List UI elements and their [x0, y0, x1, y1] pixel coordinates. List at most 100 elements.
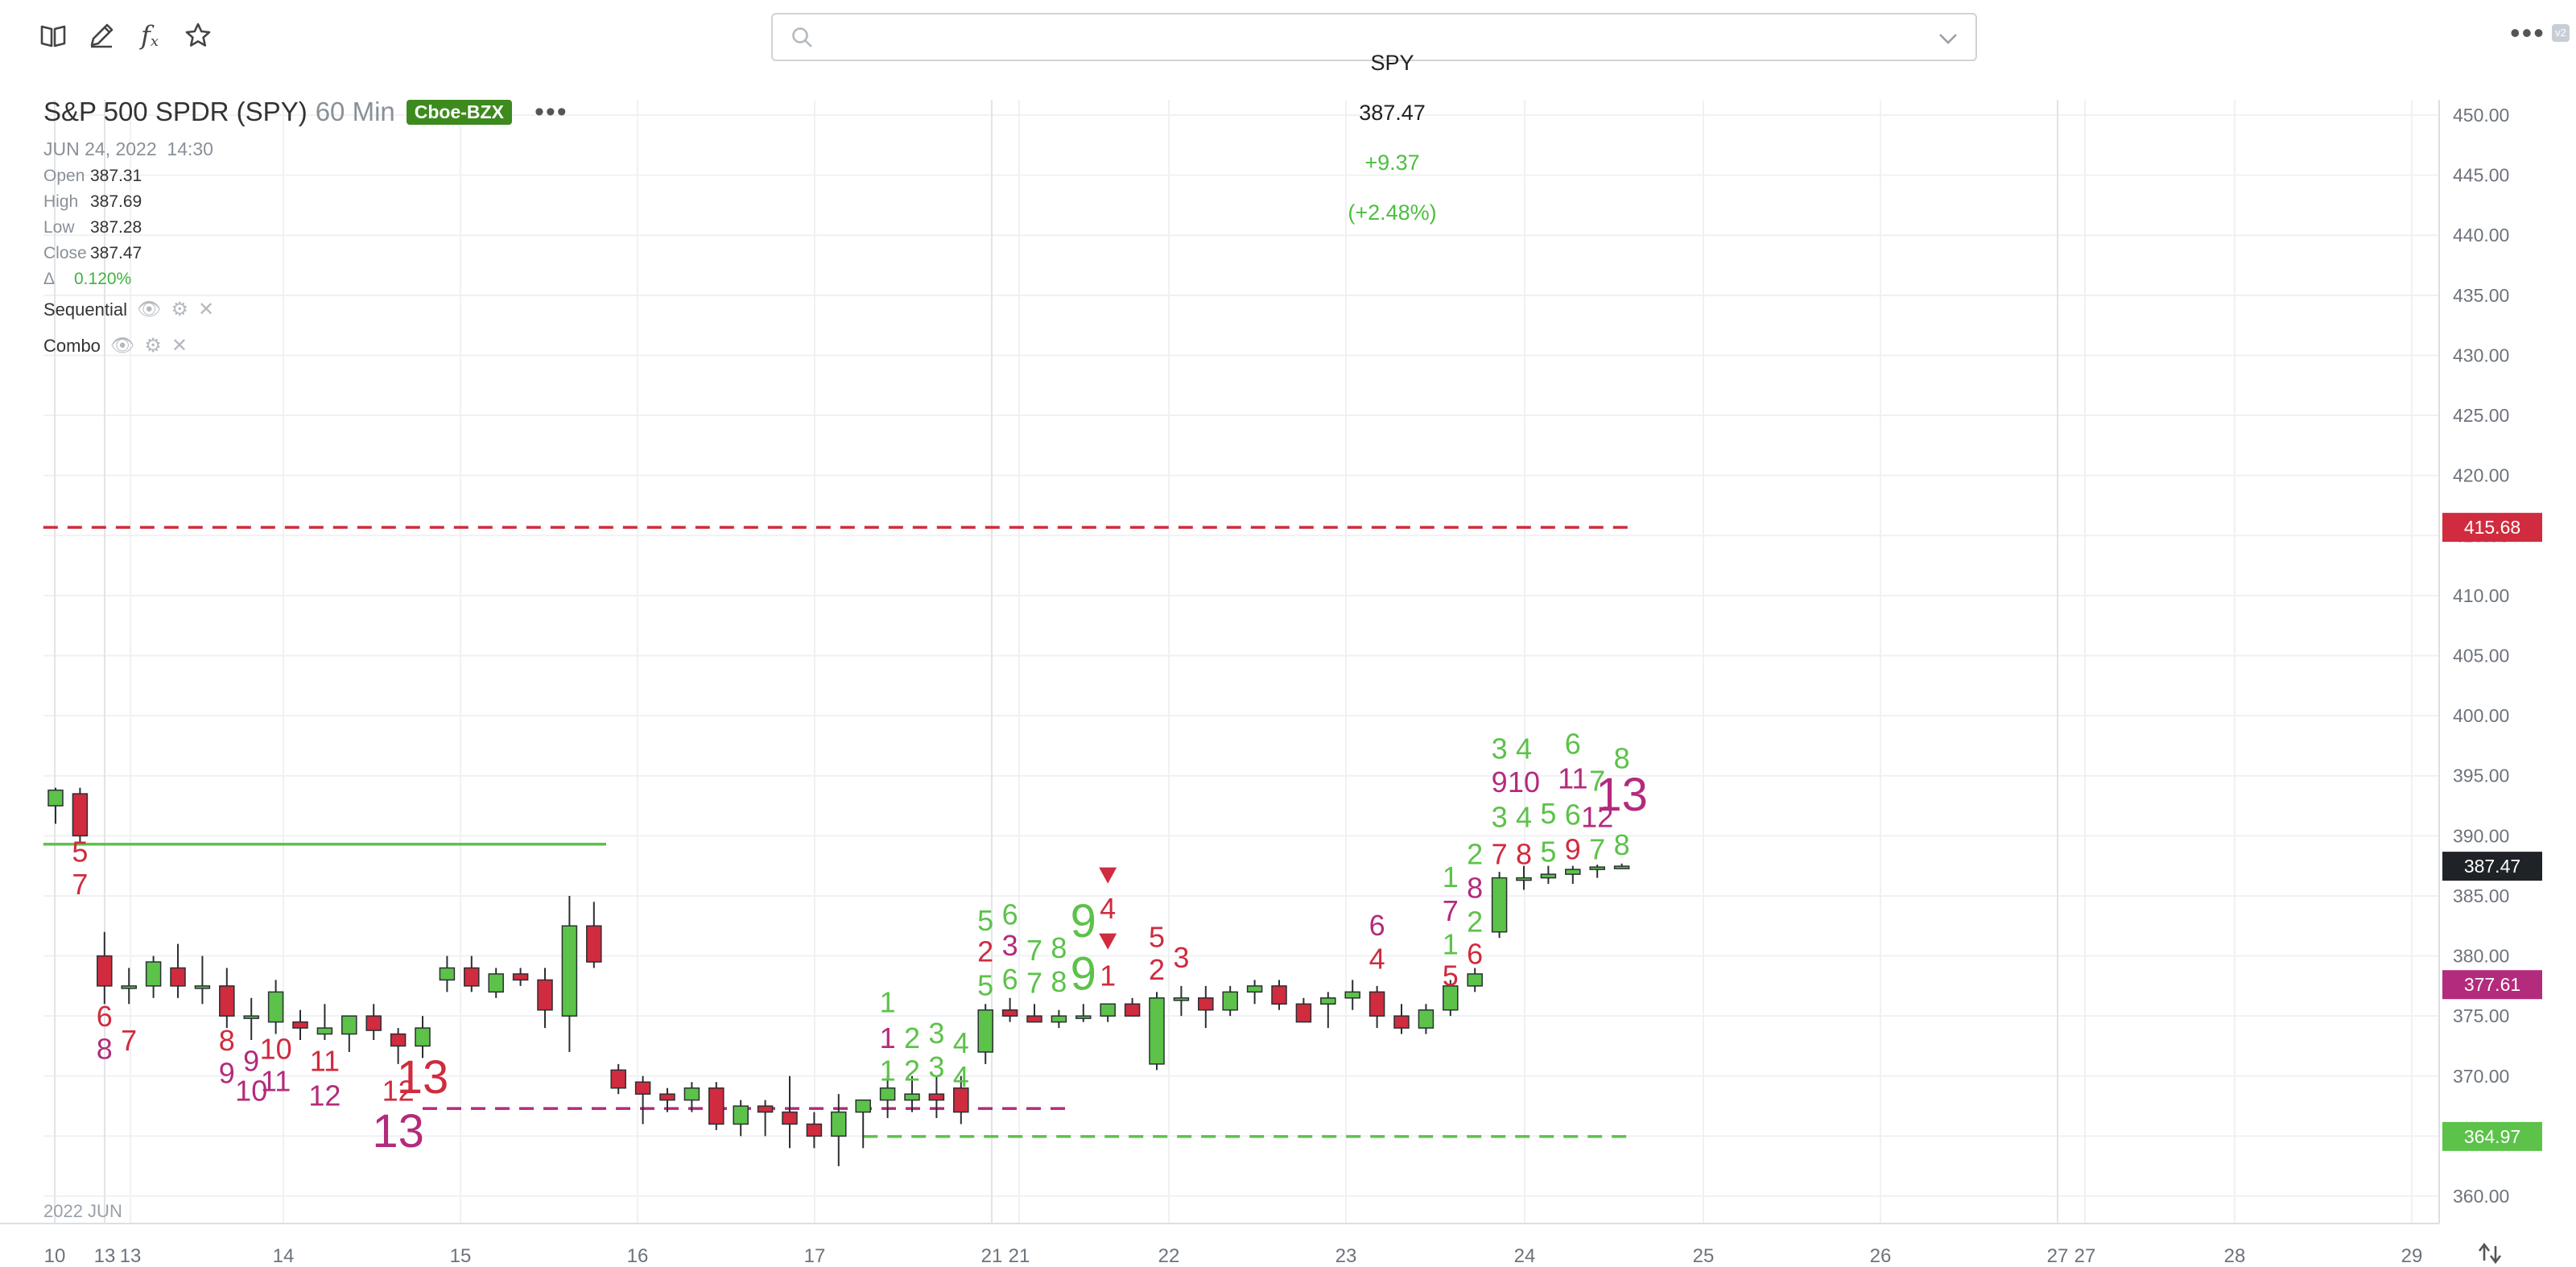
candle	[1001, 997, 1018, 1022]
x-tick-label: 13	[94, 1245, 116, 1267]
candle	[267, 980, 284, 1034]
candle	[1368, 985, 1385, 1029]
count-label: 8	[1516, 838, 1532, 871]
star-icon[interactable]	[180, 18, 216, 53]
search-symbol: SPY	[1370, 51, 1414, 75]
y-tick-label: 410.00	[2453, 585, 2509, 606]
x-tick-label: 21	[981, 1245, 1003, 1267]
search-change: +9.37	[1364, 151, 1420, 175]
count-label: 3	[1173, 941, 1189, 974]
x-tick-label: 27	[2074, 1245, 2096, 1267]
count-label: 7	[1443, 894, 1459, 927]
x-tick-label: 29	[2401, 1245, 2423, 1267]
pencil-icon[interactable]	[84, 18, 119, 53]
count-label: 3	[928, 1050, 944, 1083]
y-tick-label: 405.00	[2453, 646, 2509, 667]
candle	[219, 968, 235, 1029]
axis-swap-icon[interactable]	[2478, 1242, 2502, 1265]
count-label: 1	[1443, 860, 1459, 894]
close-icon[interactable]: ✕	[197, 299, 215, 320]
candle	[1173, 985, 1190, 1017]
x-tick-label: 24	[1514, 1245, 1536, 1267]
legend-more-icon[interactable]: •••	[534, 97, 568, 127]
candle	[586, 902, 602, 968]
candle	[561, 895, 578, 1052]
count-label: 9	[1071, 895, 1096, 947]
count-label: 6	[1002, 898, 1018, 931]
count-label: 2	[904, 1054, 920, 1087]
gear-icon[interactable]: ⚙	[171, 299, 188, 320]
price-tag: 387.47	[2442, 852, 2542, 881]
candle	[806, 1112, 823, 1149]
book-icon[interactable]	[35, 18, 71, 53]
x-tick-label: 13	[120, 1245, 142, 1267]
count-label: 5	[977, 904, 993, 937]
count-label: 3	[1002, 929, 1018, 962]
more-options-icon[interactable]: •••	[2510, 16, 2545, 49]
count-label: 2	[1149, 953, 1165, 986]
candle	[1149, 992, 1165, 1071]
count-label: 10	[1508, 766, 1540, 799]
chevron-down-icon[interactable]	[1935, 26, 1961, 52]
y-tick-label: 395.00	[2453, 766, 2509, 786]
count-label: 5	[72, 836, 88, 869]
y-tick-label: 420.00	[2453, 465, 2509, 486]
x-tick-label: 26	[1870, 1245, 1892, 1267]
count-label: 4	[1516, 800, 1532, 833]
candle	[488, 968, 504, 998]
eye-icon[interactable]: 👁	[136, 299, 162, 320]
candle	[365, 1004, 382, 1041]
interval-label[interactable]: 60 Min	[315, 97, 395, 126]
low-value: 387.28	[90, 218, 142, 237]
version-badge: v2	[2552, 24, 2570, 42]
count-label: 3	[1492, 800, 1508, 833]
x-tick-label: 28	[2224, 1245, 2246, 1267]
delta-value: 0.120%	[74, 270, 132, 288]
candle	[1124, 997, 1141, 1017]
count-label: 6	[1565, 727, 1581, 760]
symbol-search-box[interactable]: SPY 387.47 +9.37 (+2.48%)	[771, 13, 1977, 225]
count-label: 5	[1540, 836, 1556, 869]
candle	[243, 997, 259, 1041]
candle	[610, 1063, 626, 1095]
svg-text:364.97: 364.97	[2464, 1126, 2520, 1147]
candle	[683, 1082, 700, 1112]
candle	[1393, 1004, 1410, 1034]
eye-icon[interactable]: 👁	[109, 335, 135, 357]
indicator-sequential: Sequential 👁 ⚙ ✕	[43, 298, 214, 321]
x-tick-label: 15	[450, 1245, 472, 1267]
x-tick-label: 22	[1158, 1245, 1180, 1267]
candle	[659, 1087, 675, 1112]
count-label: 4	[1100, 892, 1116, 925]
count-label: 7	[121, 1024, 137, 1057]
x-tick-label: 21	[1009, 1245, 1030, 1267]
candle	[292, 1009, 308, 1041]
svg-text:377.61: 377.61	[2464, 974, 2520, 995]
candle	[194, 955, 211, 1005]
search-change-pct: (+2.48%)	[1348, 200, 1437, 225]
low-row: Low 387.28	[43, 218, 142, 237]
bar-datetime: JUN 24, 2022 14:30	[43, 138, 213, 159]
price-tag: 364.97	[2442, 1121, 2542, 1151]
y-tick-label: 400.00	[2453, 705, 2509, 726]
count-label: 9	[243, 1044, 259, 1077]
price-tag: 415.68	[2442, 513, 2542, 543]
candle	[341, 1015, 357, 1052]
count-label: 4	[953, 1060, 969, 1093]
count-label: 6	[1565, 798, 1581, 831]
indicator-combo: Combo 👁 ⚙ ✕	[43, 334, 188, 357]
count-label: 4	[953, 1026, 969, 1059]
candle	[1075, 1004, 1092, 1022]
x-tick-label: 10	[44, 1245, 66, 1267]
candle	[1589, 865, 1605, 878]
candle	[415, 1016, 431, 1059]
count-label: 8	[1614, 828, 1630, 861]
candle	[1491, 872, 1508, 939]
count-label: 5	[1149, 921, 1165, 954]
close-icon[interactable]: ✕	[171, 335, 188, 357]
gear-icon[interactable]: ⚙	[144, 335, 162, 357]
count-label: 12	[1581, 800, 1613, 833]
count-label: 13	[1596, 769, 1648, 821]
